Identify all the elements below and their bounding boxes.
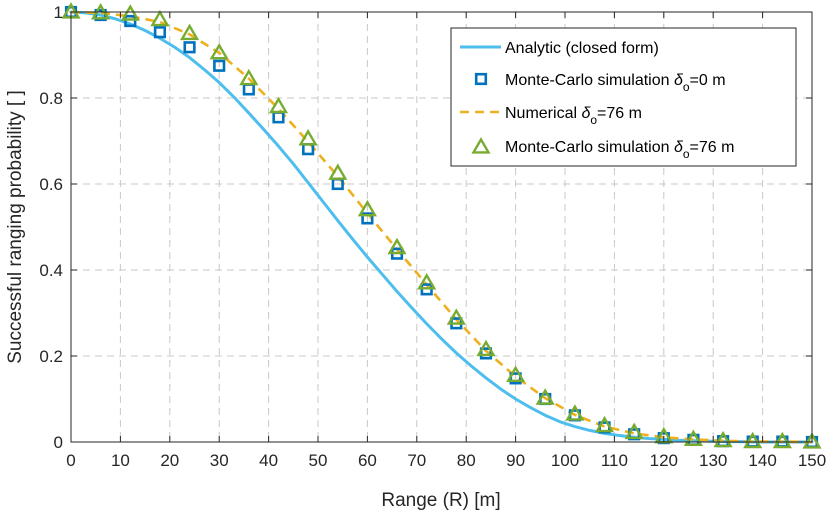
triangle-marker — [535, 388, 555, 405]
legend-label: Monte-Carlo simulation δo=76 m — [505, 139, 734, 161]
y-tick-label: 1 — [54, 3, 63, 22]
x-tick-label: 50 — [309, 451, 328, 470]
triangle-marker — [209, 42, 229, 60]
square-marker — [183, 41, 196, 54]
triangle-marker — [683, 429, 703, 446]
triangle-marker — [565, 404, 585, 421]
triangle-marker — [417, 273, 437, 290]
x-tick-label: 150 — [798, 451, 826, 470]
x-tick-label: 0 — [66, 451, 75, 470]
x-tick-label: 10 — [111, 451, 130, 470]
legend: Analytic (closed form) Monte-Carlo simula… — [450, 27, 797, 167]
x-tick-label: 140 — [748, 451, 776, 470]
x-tick-label: 90 — [506, 451, 525, 470]
triangle-marker — [446, 308, 466, 325]
square-marker — [124, 14, 137, 28]
triangle-marker — [802, 432, 822, 449]
plot-frame — [70, 11, 813, 443]
square-marker — [479, 347, 493, 360]
x-tick-label: 100 — [551, 451, 579, 470]
triangle-marker — [387, 237, 407, 255]
legend-label: Analytic (closed form) — [505, 40, 659, 57]
legend-label: Monte-Carlo simulation δo=0 m — [505, 72, 726, 94]
triangle-marker — [506, 365, 526, 382]
triangle-marker — [743, 431, 763, 449]
x-tick-label: 70 — [407, 451, 426, 470]
x-tick-label: 120 — [650, 451, 678, 470]
y-axis-title: Successful ranging probability [ ] — [5, 90, 26, 364]
legend-box — [450, 27, 797, 167]
x-tick-label: 60 — [358, 451, 377, 470]
x-tick-label: 110 — [601, 451, 628, 470]
x-tick-label: 20 — [160, 451, 179, 470]
triangle-marker — [594, 415, 615, 433]
y-tick-label: 0.8 — [39, 89, 63, 108]
x-tick-label: 80 — [457, 451, 476, 470]
triangle-marker — [357, 199, 377, 217]
triangle-marker — [150, 9, 170, 27]
triangle-marker — [713, 430, 733, 448]
x-tick-label: 40 — [259, 451, 278, 470]
ticks: 0 10 20 30 40 50 60 70 80 90 100 110 120 130 140 150 0 0.… — [39, 3, 826, 470]
triangle-marker — [268, 96, 289, 114]
square-marker — [213, 59, 226, 72]
x-tick-label: 130 — [699, 451, 727, 470]
series-layer — [61, 2, 822, 449]
legend-swatch-square — [474, 72, 488, 86]
y-tick-label: 0.6 — [39, 175, 63, 194]
triangle-marker — [120, 4, 140, 21]
triangle-marker — [624, 422, 644, 440]
triangle-marker — [328, 163, 348, 180]
x-tick-label: 30 — [210, 451, 229, 470]
triangle-marker — [476, 339, 496, 357]
x-axis-title: Range (R) [m] — [381, 490, 500, 511]
legend-swatch-triangle — [471, 137, 491, 154]
square-marker — [361, 212, 374, 225]
triangle-marker — [772, 431, 792, 449]
legend-label: Numerical δo=76 m — [505, 105, 642, 127]
series-3 — [61, 2, 822, 449]
triangle-marker — [180, 23, 200, 41]
y-tick-label: 0.4 — [39, 261, 63, 280]
triangle-marker — [298, 129, 318, 146]
y-tick-label: 0.2 — [39, 347, 63, 366]
y-tick-label: 0 — [54, 433, 63, 452]
square-marker — [153, 26, 167, 39]
triangle-marker — [239, 68, 259, 86]
